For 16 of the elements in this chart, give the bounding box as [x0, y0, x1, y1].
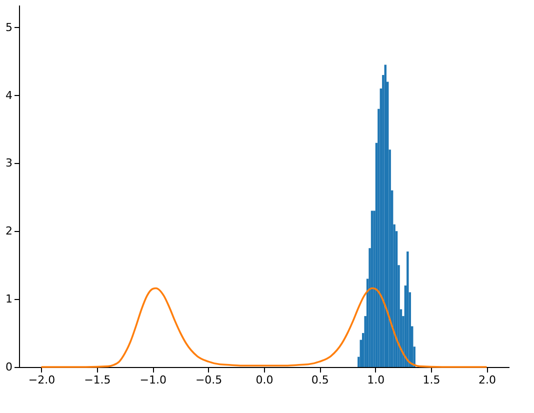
y-tick-label: 1: [6, 292, 12, 306]
y-tick-label: 0: [6, 360, 12, 374]
x-tick-label: −2.0: [28, 374, 56, 386]
x-tick-label: 1.5: [422, 374, 440, 386]
x-tick-label: −1.5: [84, 374, 111, 386]
x-tick-label: −1.0: [140, 374, 166, 386]
line-series: [40, 287, 488, 368]
y-tick-label: 2: [6, 224, 12, 238]
x-tick-label: 0.5: [311, 374, 329, 386]
y-tick-label: 5: [6, 20, 12, 34]
x-tick-label: 2.0: [478, 374, 496, 386]
y-tick-label: 3: [6, 156, 12, 170]
x-tick-label: 0.0: [256, 374, 274, 386]
x-tick-label: −0.5: [195, 374, 222, 386]
x-tick-label: 1.0: [367, 374, 385, 386]
y-tick-label: 4: [6, 88, 12, 102]
